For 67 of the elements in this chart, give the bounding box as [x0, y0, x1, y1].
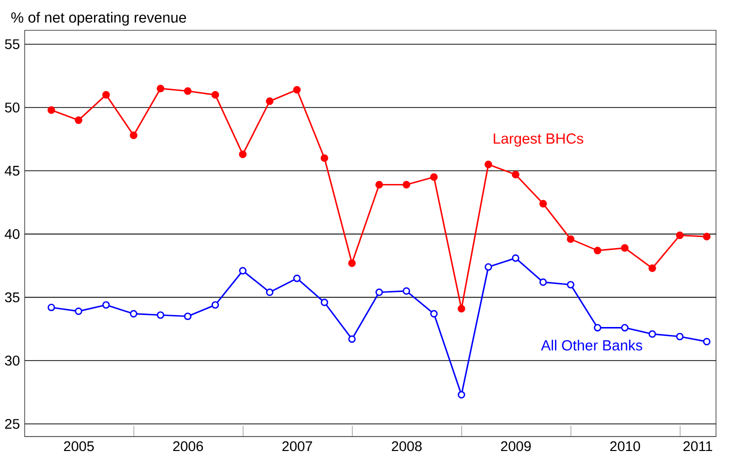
y-tick-label: 50 — [5, 102, 20, 113]
point — [512, 171, 520, 179]
y-tick-label: 55 — [5, 40, 20, 50]
y-tick-label: 35 — [4, 292, 20, 303]
point — [676, 333, 684, 341]
point — [156, 84, 164, 93]
point — [130, 310, 138, 318]
point — [484, 160, 492, 168]
series-label: Largest BHCs — [494, 134, 584, 147]
point — [594, 246, 602, 255]
point — [320, 298, 328, 306]
point — [703, 338, 710, 346]
point — [156, 312, 164, 320]
point — [48, 304, 56, 312]
point — [566, 236, 574, 244]
point — [211, 91, 220, 99]
y-tick-label: 30 — [4, 356, 20, 366]
point — [266, 288, 274, 296]
point — [184, 87, 192, 96]
y-tick-label: 45 — [4, 166, 20, 176]
point — [74, 116, 82, 124]
point — [539, 278, 547, 286]
point — [484, 263, 492, 271]
point — [566, 281, 574, 289]
point — [130, 132, 138, 140]
point — [594, 324, 602, 332]
point — [184, 312, 192, 320]
x-tick-label: 2011 — [683, 442, 712, 452]
y-axis-title: % of net operating revenue — [11, 12, 186, 26]
x-tick-label: 2005 — [64, 442, 94, 452]
point — [620, 244, 629, 252]
point — [648, 330, 656, 338]
point — [212, 301, 219, 309]
point — [74, 308, 82, 316]
point — [512, 254, 520, 262]
point — [266, 98, 274, 106]
y-tick-label: 40 — [4, 229, 20, 240]
x-tick-label: 2009 — [501, 442, 531, 452]
point — [348, 260, 356, 268]
point — [375, 181, 383, 189]
point — [102, 91, 110, 99]
point — [102, 301, 110, 309]
point — [239, 267, 247, 275]
point — [348, 336, 356, 344]
point — [48, 106, 56, 114]
x-tick-label: 2006 — [173, 442, 203, 452]
point — [430, 310, 438, 318]
point — [676, 232, 684, 240]
point — [402, 288, 410, 295]
point — [458, 391, 466, 399]
point — [293, 86, 301, 94]
y-tick-label: 25 — [5, 419, 20, 430]
x-tick-label: 2008 — [392, 442, 422, 452]
point — [375, 288, 383, 296]
point — [293, 274, 301, 282]
series-label: All Other Banks — [541, 340, 642, 351]
point — [238, 150, 247, 158]
point — [621, 324, 629, 332]
point — [320, 154, 328, 162]
point — [702, 233, 711, 241]
point — [402, 181, 410, 189]
point — [648, 264, 656, 272]
point — [430, 174, 438, 182]
x-tick-label: 2010 — [610, 442, 640, 452]
point — [458, 305, 466, 313]
point — [539, 200, 547, 208]
x-tick-label: 2007 — [282, 442, 312, 452]
